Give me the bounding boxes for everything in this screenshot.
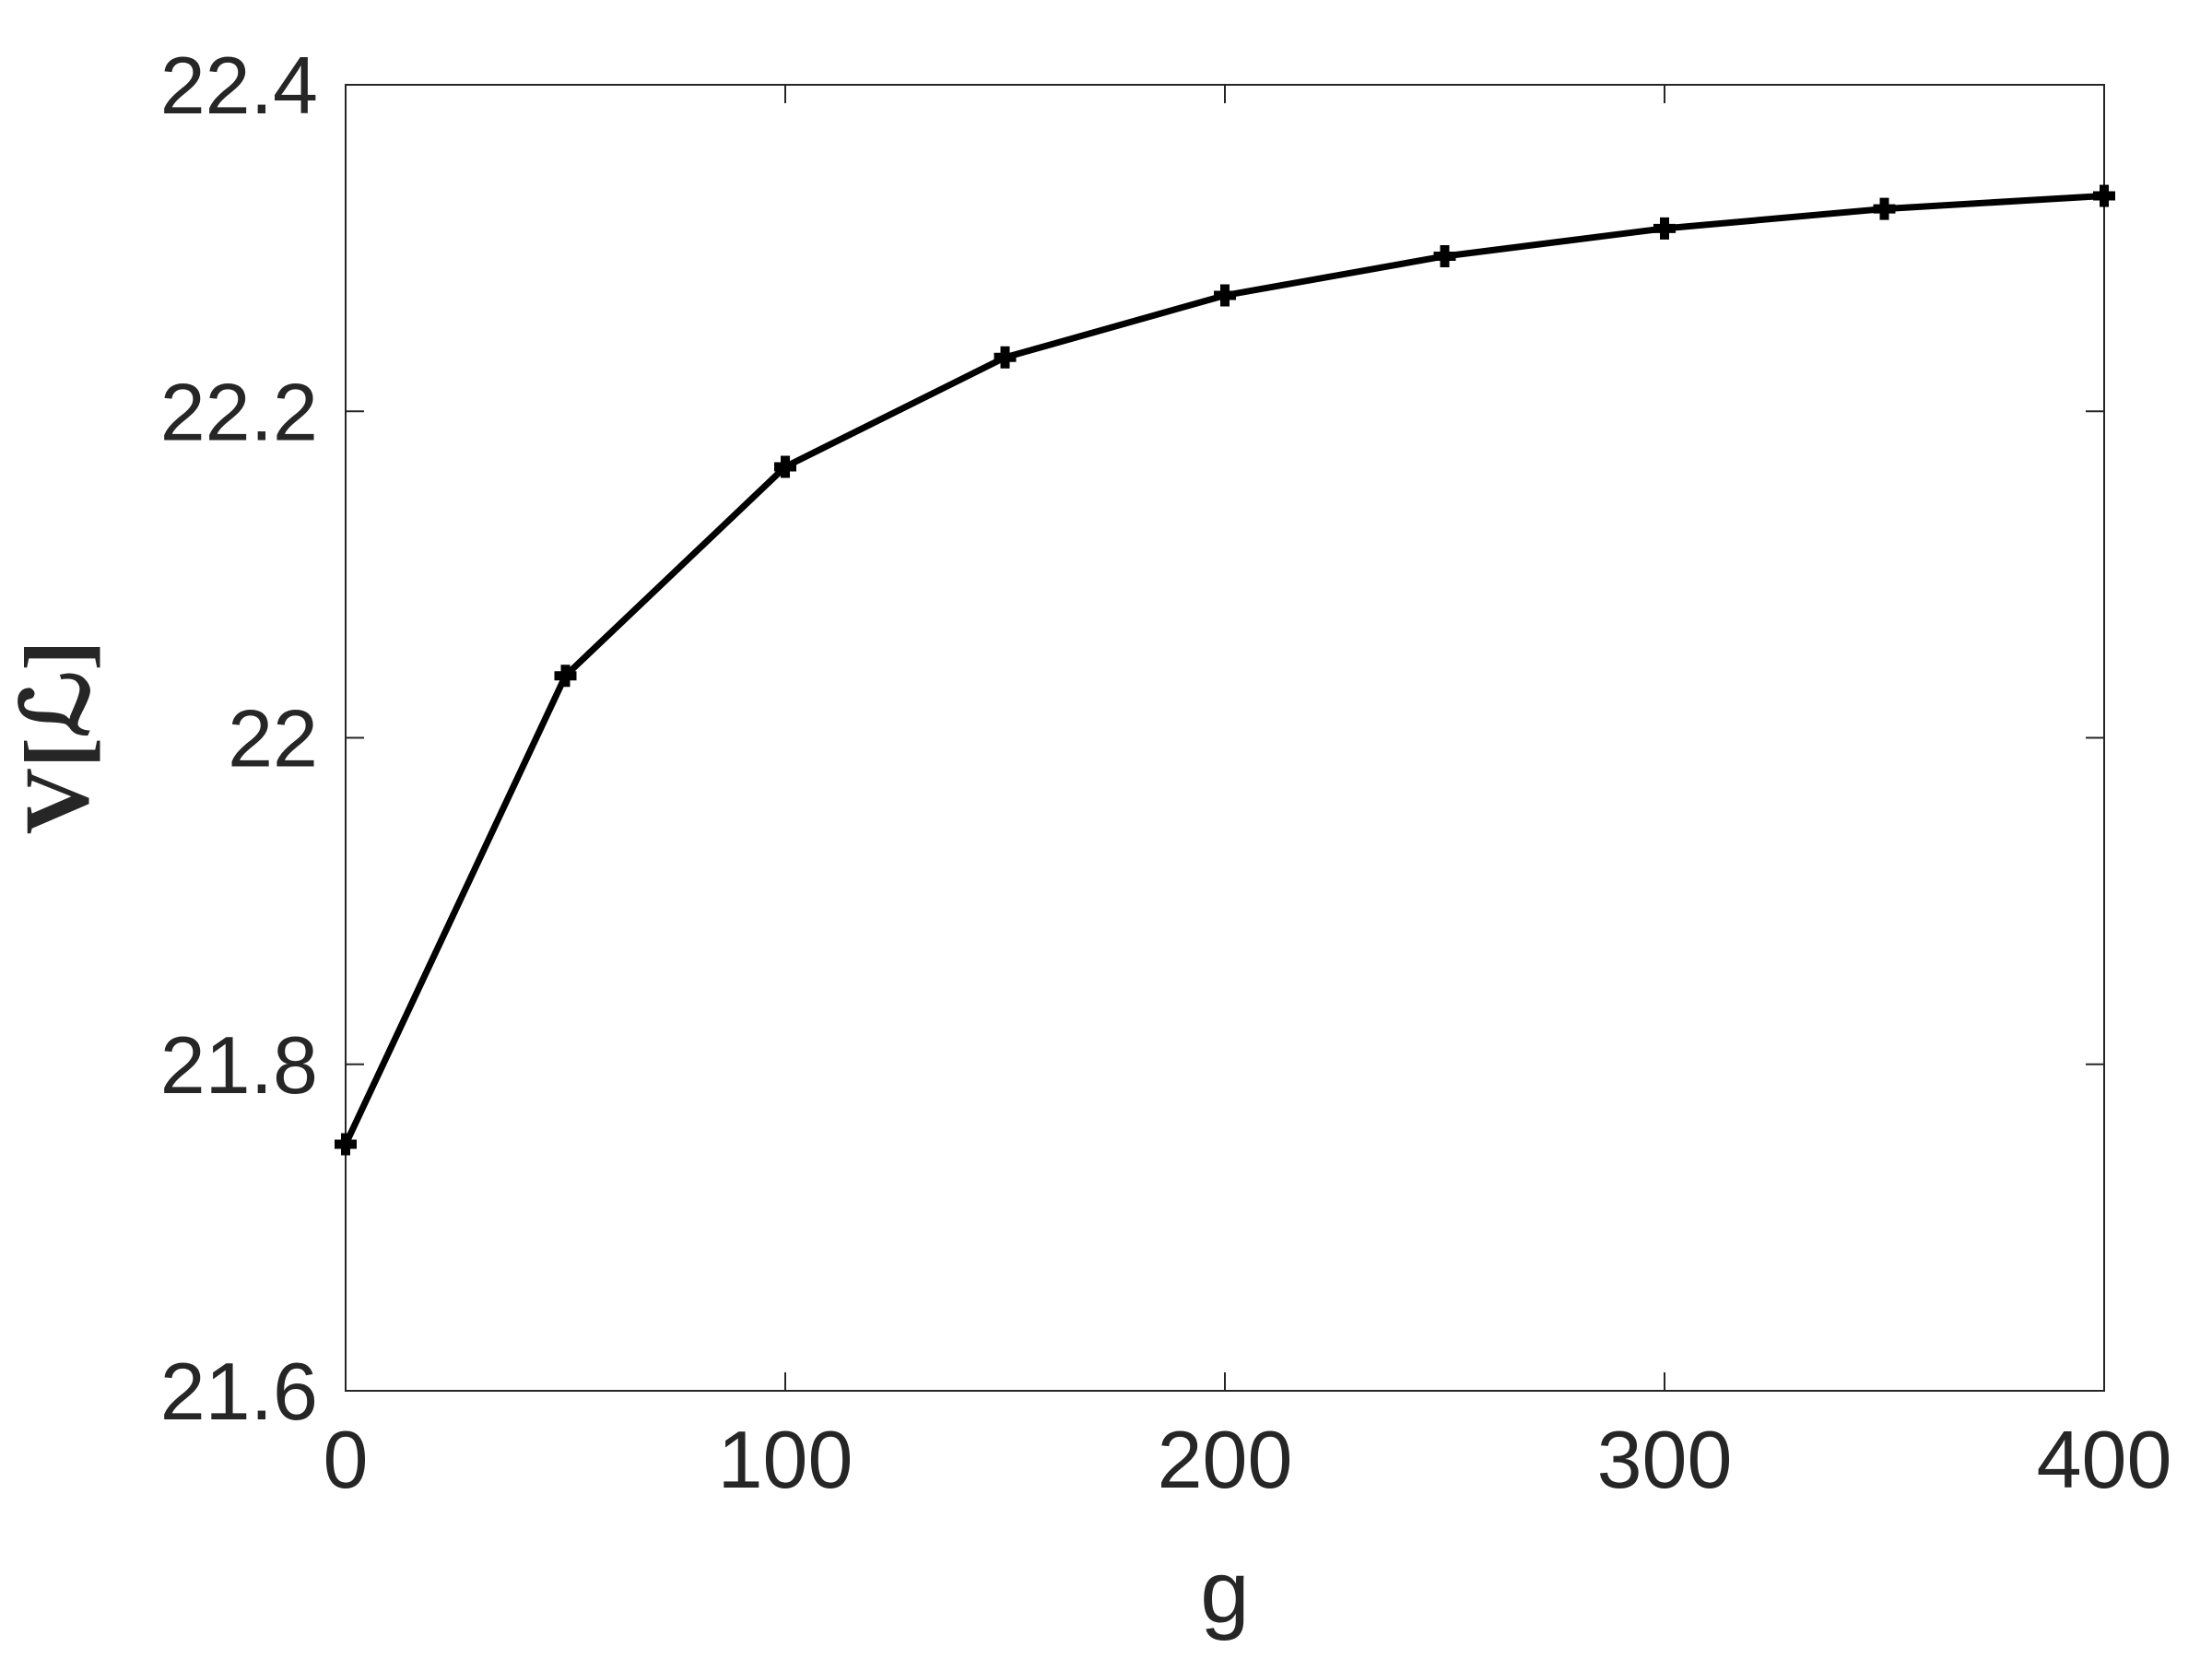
marker <box>774 455 796 478</box>
marker <box>2093 184 2115 207</box>
x-tick-label: 200 <box>1158 1414 1293 1505</box>
marker <box>335 1133 357 1156</box>
x-tick-label: 0 <box>324 1414 369 1505</box>
marker <box>1653 217 1676 240</box>
marker <box>1873 197 1896 220</box>
plot-box <box>345 84 2105 1392</box>
marker <box>1433 244 1456 267</box>
y-tick-label: 22.4 <box>160 40 318 131</box>
y-tick-label: 22 <box>228 693 318 784</box>
y-axis-label: V[ℒ] <box>6 641 108 835</box>
y-tick-label: 21.6 <box>160 1346 318 1437</box>
marker <box>554 665 577 688</box>
y-tick-label: 21.8 <box>160 1019 318 1111</box>
y-tick-label: 22.2 <box>160 366 318 457</box>
x-tick-label: 300 <box>1597 1414 1733 1505</box>
marker <box>1214 284 1236 307</box>
x-tick-label: 100 <box>718 1414 853 1505</box>
marker <box>994 346 1017 369</box>
x-tick-label: 400 <box>2037 1414 2172 1505</box>
x-axis-label: g <box>1200 1543 1249 1641</box>
